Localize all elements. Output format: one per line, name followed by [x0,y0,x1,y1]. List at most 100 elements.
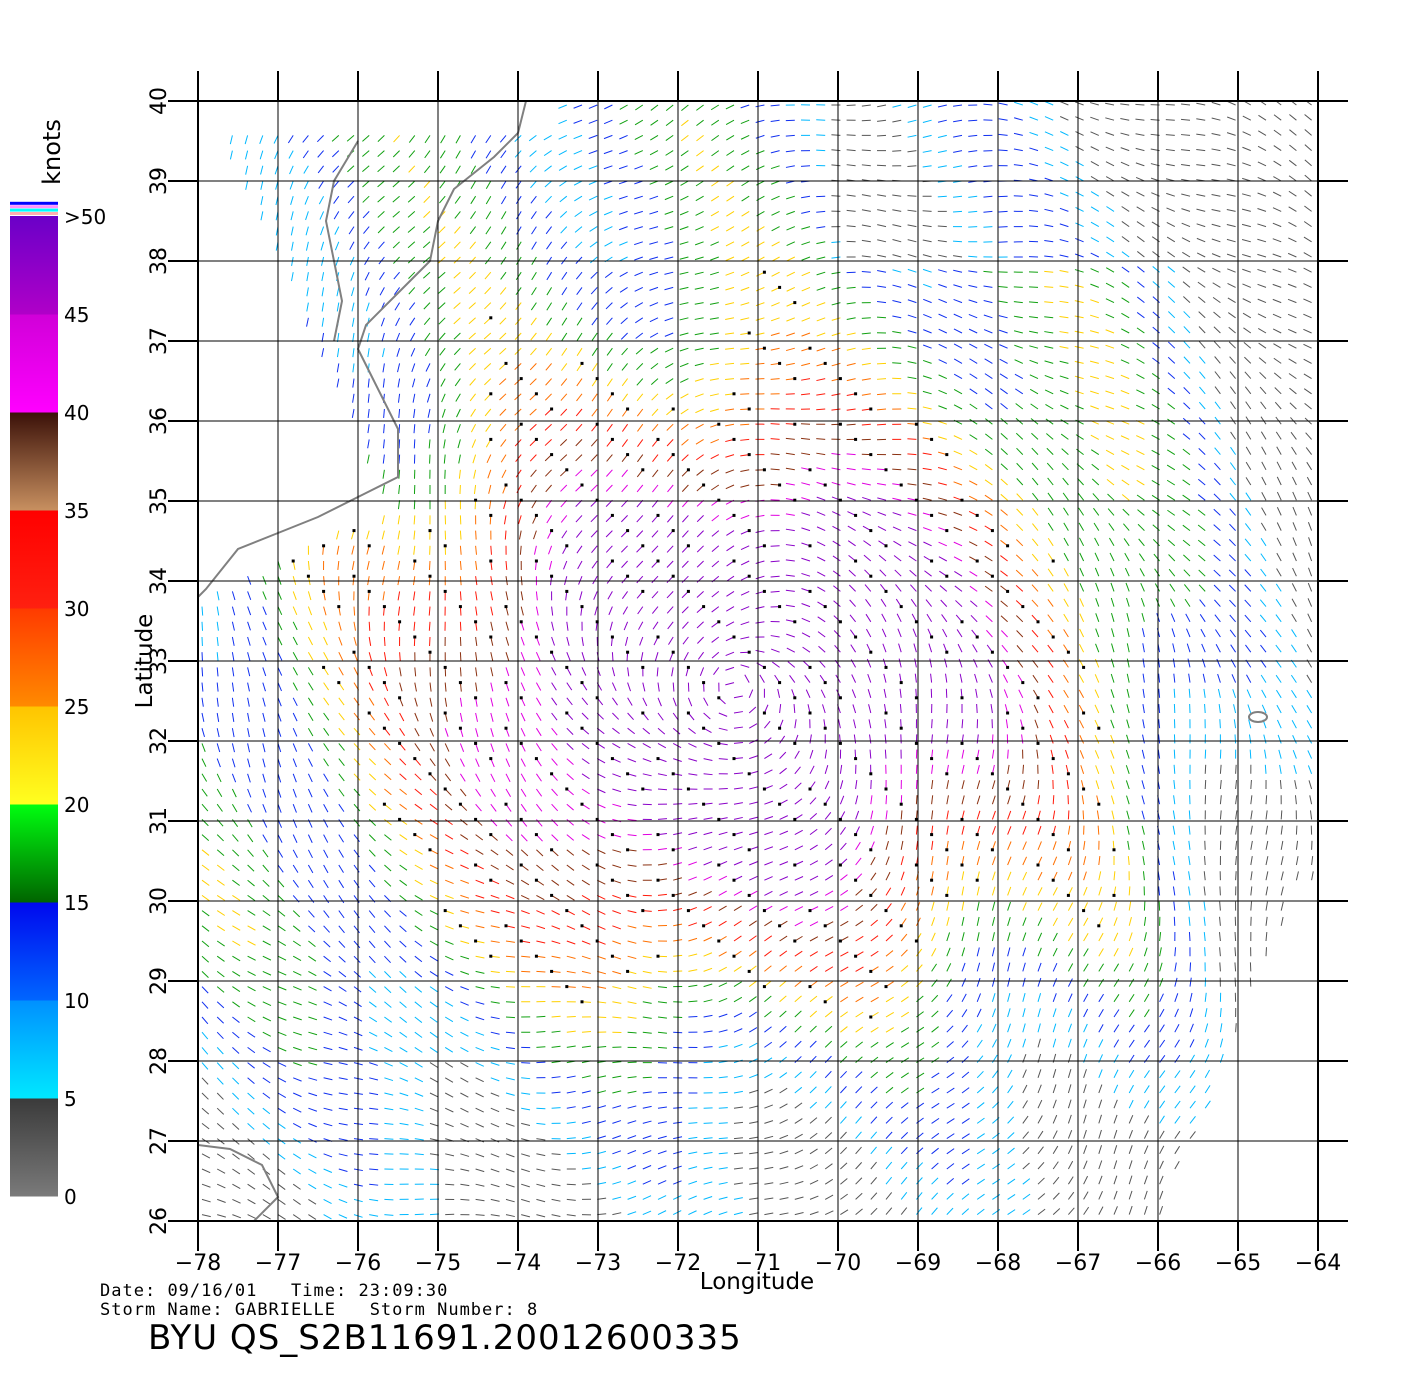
wind-vector [216,788,223,797]
wind-vector [1204,1023,1209,1033]
wind-vector [1003,689,1009,698]
wind-vector [900,886,906,896]
wind-vector [666,560,674,568]
wind-vector [1182,464,1191,471]
wind-vector [942,628,948,638]
wind-vector [657,742,667,749]
wind-vector [581,652,586,661]
rain-flag [565,909,569,913]
wind-vector [1052,795,1055,805]
wind-vector [445,925,454,930]
wind-vector [551,1030,561,1033]
wind-vector [944,658,948,668]
wind-vector [1183,371,1191,379]
wind-vector [953,435,963,440]
wind-vector [695,408,704,414]
wind-vector [378,241,385,249]
wind-vector [469,241,476,250]
wind-vector [1067,993,1073,1003]
wind-vector [941,614,948,623]
wind-vector [566,955,576,959]
wind-vector [262,986,272,991]
wind-vector [1022,917,1027,926]
wind-vector [307,864,314,874]
wind-vector [505,894,515,900]
rain-flag [945,893,949,897]
wind-vector [809,875,819,881]
wind-vector [1109,552,1115,562]
wind-vector [953,404,963,410]
wind-vector [959,673,963,683]
wind-vector [703,742,713,747]
wind-vector [490,621,494,631]
wind-vector [748,905,758,912]
wind-vector [1098,886,1102,896]
wind-vector [468,363,476,371]
wind-vector [740,545,750,551]
wind-vector [846,286,856,289]
wind-vector [794,906,804,912]
wind-vector [353,667,359,676]
wind-vector [651,606,659,614]
wind-vector [338,1153,348,1157]
wind-vector [201,803,209,812]
wind-vector [1303,267,1312,273]
wind-vector [1245,507,1252,516]
wind-vector [1128,1130,1133,1139]
wind-vector [353,834,360,842]
wind-vector [589,210,598,217]
wind-vector [468,302,476,310]
rain-flag [899,802,903,806]
wind-vector [475,1077,484,1083]
wind-vector [413,530,416,540]
wind-vector [740,347,750,350]
rain-flag [930,878,934,882]
wind-vector [680,423,689,431]
wind-vector [638,621,644,630]
wind-vector [961,780,965,790]
wind-vector [323,1077,333,1081]
wind-vector [1260,522,1267,531]
wind-vector [779,1119,788,1124]
wind-vector [338,879,345,889]
wind-vector [323,651,329,661]
wind-vector [846,423,856,426]
wind-vector [414,925,423,932]
wind-vector [1217,688,1221,698]
wind-vector [976,780,981,790]
rain-flag [762,787,766,791]
wind-vector [1113,1084,1119,1094]
wind-vector [824,905,834,912]
wind-vector [1167,296,1176,303]
wind-vector [277,636,283,646]
wind-vector [885,1146,893,1155]
wind-vector [1174,962,1177,972]
wind-vector [1078,507,1085,516]
wind-vector [216,1092,224,1100]
wind-vector [505,1046,515,1050]
wind-vector [399,971,407,978]
rain-flag [443,909,447,913]
wind-vector [976,841,981,850]
wind-vector [1272,268,1282,273]
wind-vector [1213,478,1221,486]
wind-vector [969,449,978,456]
wind-vector [1308,552,1313,562]
wind-vector [1059,300,1069,304]
wind-vector [1022,1147,1030,1155]
rain-flag [884,985,888,989]
wind-vector [441,393,446,403]
rain-flag [686,589,690,593]
wind-vector [1303,236,1312,243]
legend-tick-label: 20 [64,793,89,817]
wind-vector [1290,431,1297,440]
wind-vector [397,393,401,403]
wind-vector [642,1120,652,1124]
wind-vector [787,661,796,668]
wind-vector [529,454,537,462]
wind-vector [764,1026,772,1033]
wind-vector [460,955,470,960]
wind-vector [861,255,871,258]
rain-flag [519,863,523,867]
wind-vector [870,1026,879,1033]
